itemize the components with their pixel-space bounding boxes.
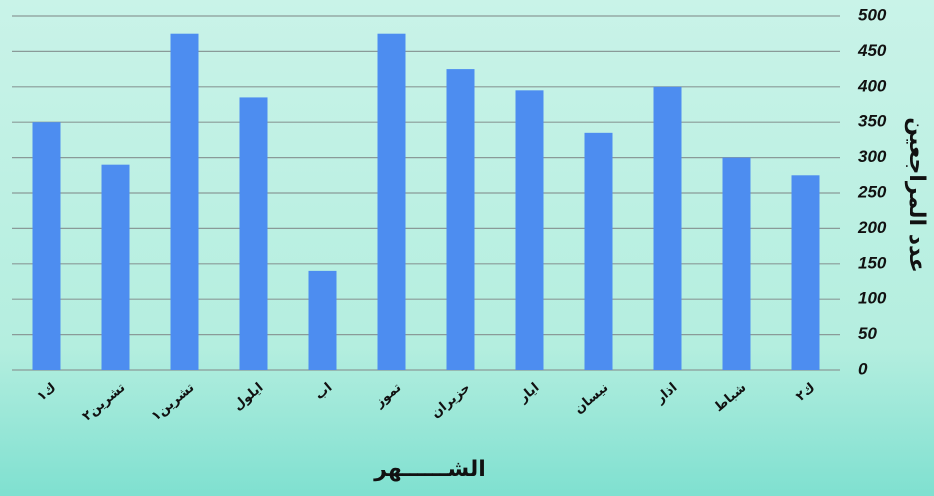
bar (722, 157, 751, 370)
bar (377, 33, 406, 370)
bar (791, 175, 820, 370)
y-tick-label: 300 (858, 147, 887, 166)
y-tick-label: 250 (857, 182, 887, 201)
bar (308, 270, 337, 370)
y-tick-label: 150 (858, 253, 887, 272)
y-axis-title: عدد المراجعين (904, 117, 929, 273)
bar (584, 132, 613, 370)
bar (32, 122, 61, 370)
bar (446, 69, 475, 370)
y-tick-label: 0 (858, 359, 868, 378)
y-tick-label: 450 (857, 41, 887, 60)
y-tick-label: 350 (858, 112, 887, 131)
y-tick-label: 200 (857, 218, 887, 237)
y-tick-label: 100 (858, 289, 887, 308)
y-tick-label: 500 (858, 5, 887, 24)
bar (515, 90, 544, 370)
y-tick-label: 50 (858, 324, 877, 343)
bar (170, 33, 199, 370)
bar (101, 164, 130, 370)
x-axis-title: الشــــــهر (373, 457, 486, 482)
bar (653, 86, 682, 371)
y-tick-label: 400 (857, 76, 887, 95)
bar (239, 97, 268, 371)
